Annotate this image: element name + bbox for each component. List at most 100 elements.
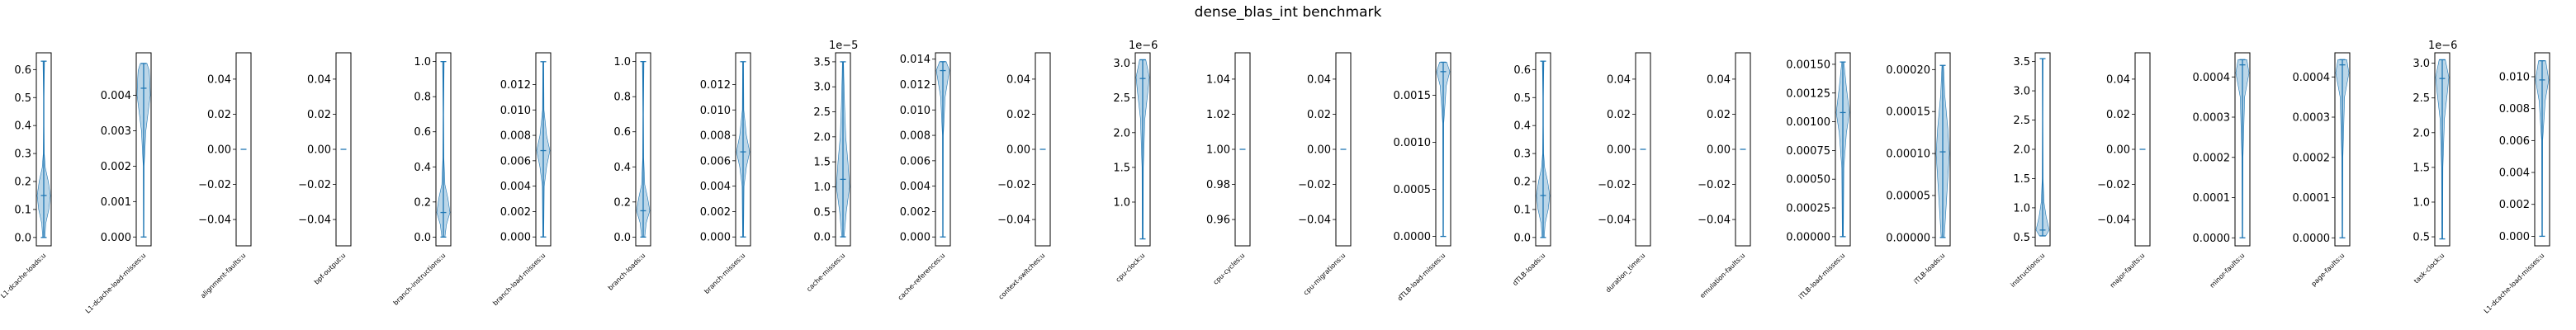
- y-tick-label: −0.04: [298, 214, 331, 227]
- x-category-label: branch-misses:u: [703, 252, 746, 295]
- y-tick-label: 0.6: [414, 126, 431, 139]
- y-offset-label: 1e−6: [1129, 40, 1158, 52]
- y-tick-label: 0.5: [813, 206, 831, 219]
- x-category-label: branch-instructions:u: [392, 252, 447, 307]
- panel-21: 0.5 1.0 1.5 2.0 2.5 3.0 3.5 instructions:u: [2009, 52, 2051, 289]
- y-tick-label: 0.0: [14, 232, 31, 244]
- y-tick-label: 0.0003: [2293, 112, 2331, 125]
- axes-frame: [2434, 52, 2451, 247]
- axes-frame: [135, 52, 152, 247]
- panel-8: 0.000 0.002 0.004 0.006 0.008 0.010 0.012 branc…: [700, 52, 751, 295]
- axes-frame: [2234, 52, 2251, 247]
- axes-frame: [1234, 52, 1251, 247]
- axes-frame: [435, 52, 452, 247]
- y-tick-label: 3.0: [2413, 58, 2430, 70]
- y-tick-label: 1.5: [2413, 162, 2430, 174]
- axes-frame: [235, 52, 252, 247]
- y-tick-label: 0.02: [307, 109, 331, 121]
- axes-frame: [2134, 52, 2151, 247]
- y-offset-label: 1e−6: [2428, 40, 2457, 52]
- y-tick-label: 0.012: [700, 79, 731, 92]
- axes-frame: [2534, 52, 2550, 247]
- panels: 0.00.10.20.30.40.50.6L1-dcache-loads:u0.…: [0, 40, 2550, 315]
- x-category-label: instructions:u: [2009, 252, 2046, 289]
- x-category-label: L1-dcache-load-misses:u: [2483, 252, 2546, 315]
- y-tick-label: 0.006: [900, 155, 930, 167]
- y-tick-label: 0.02: [1006, 109, 1030, 121]
- y-tick-label: 0.001: [101, 196, 131, 209]
- panel-9: 0.0 0.5 1.0 1.5 2.0 2.5 3.0 3.5 1e−5 cache-misses…: [805, 40, 858, 293]
- y-tick-label: 0.0015: [1394, 90, 1432, 102]
- y-tick-label: 0.2: [14, 177, 31, 189]
- y-tick-label: 1.0: [1113, 196, 1130, 209]
- y-tick-label: 1.5: [813, 157, 831, 169]
- y-tick-label: −0.04: [1598, 214, 1631, 227]
- y-tick-label: 0.006: [500, 155, 531, 167]
- y-tick-label: 1.0: [813, 182, 831, 194]
- y-tick-label: 0.02: [1707, 109, 1731, 121]
- x-category-label: context-switches:u: [997, 252, 1047, 301]
- y-tick-label: 1.00: [1206, 144, 1230, 157]
- axes-frame: [2034, 52, 2051, 247]
- axes-frame: [1335, 52, 1352, 247]
- y-tick-label: 0.0001: [2193, 192, 2231, 205]
- y-tick-label: 0.004: [2499, 167, 2530, 180]
- y-tick-label: 0.0: [813, 232, 831, 244]
- y-tick-label: −0.04: [997, 214, 1030, 227]
- y-tick-label: 0.010: [700, 105, 731, 117]
- axes-frame: [36, 52, 52, 247]
- axes-frame: [535, 52, 552, 247]
- y-tick-label: 0.02: [207, 109, 231, 121]
- axes-frame: [935, 52, 951, 247]
- axes-frame: [1134, 52, 1151, 247]
- x-category-label: dTLB-loads:u: [1511, 252, 1546, 287]
- panel-10: 0.000 0.002 0.004 0.006 0.008 0.010 0.012 0.014…: [897, 52, 951, 302]
- y-tick-label: 0.008: [700, 130, 731, 143]
- y-tick-label: 0.0001: [2293, 192, 2331, 205]
- y-tick-label: 0.02: [1607, 109, 1631, 121]
- panel-24: 0.0000 0.0001 0.0002 0.0003 0.0004 page-fault…: [2293, 52, 2351, 288]
- y-tick-label: 0.3: [14, 148, 31, 161]
- y-tick-label: 1.0: [414, 56, 431, 68]
- y-tick-label: 0.008: [500, 130, 531, 143]
- y-tick-label: 0.0: [613, 232, 631, 244]
- axes-frame: [835, 52, 851, 247]
- panel-15: 0.0000 0.0005 0.0010 0.0015 dTLB-load-misses…: [1394, 52, 1451, 303]
- y-tick-label: 0.0004: [2293, 72, 2331, 84]
- y-tick-label: 0.00125: [1786, 87, 1830, 100]
- panel-5: 0.0 0.2 0.4 0.6 0.8 1.0 branch-instructions:u: [392, 52, 452, 307]
- x-category-label: cpu-clock:u: [1115, 252, 1147, 284]
- panel-13: 0.96 0.98 1.00 1.02 1.04 cpu-cycles:u: [1206, 52, 1251, 286]
- axes-frame: [1934, 52, 1951, 247]
- y-tick-label: 0.1: [1513, 204, 1531, 216]
- y-tick-label: 0.004: [700, 181, 731, 193]
- y-tick-label: 0.00005: [1886, 190, 1930, 202]
- y-tick-label: 0.012: [500, 79, 531, 92]
- y-tick-label: 0.4: [414, 162, 431, 174]
- y-tick-label: 0.0000: [2293, 233, 2331, 245]
- y-tick-label: 0.96: [1206, 214, 1230, 227]
- axes-frame: [1535, 52, 1551, 247]
- y-tick-label: 0.4: [14, 120, 31, 133]
- y-tick-label: 0.6: [1513, 64, 1531, 77]
- y-tick-label: 0.003: [101, 125, 131, 138]
- y-tick-label: 0.2: [1513, 177, 1531, 189]
- y-tick-label: 2.5: [2013, 115, 2030, 127]
- y-tick-label: 0.004: [101, 90, 131, 102]
- panel-16: 0.0 0.1 0.2 0.3 0.4 0.5 0.6 dTLB-loads:u: [1511, 52, 1551, 287]
- y-tick-label: 0.04: [2106, 73, 2130, 86]
- x-category-label: task-clock:u: [2413, 252, 2446, 285]
- x-category-label: L1-dcache-load-misses:u: [84, 252, 148, 315]
- y-tick-label: 0.012: [900, 79, 930, 92]
- y-tick-label: 0.2: [414, 196, 431, 209]
- y-tick-label: 0.002: [900, 206, 930, 219]
- y-tick-label: 0.006: [700, 155, 731, 167]
- y-tick-label: 0.010: [2499, 72, 2530, 84]
- y-tick-label: 0.02: [2106, 109, 2130, 121]
- panel-20: 0.00000 0.00005 0.00010 0.00015 0.00020 iTLB-…: [1886, 52, 1951, 285]
- y-tick-label: 0.00000: [1786, 231, 1830, 243]
- y-tick-label: 0.014: [900, 54, 930, 66]
- y-tick-label: 0.5: [2013, 232, 2030, 244]
- y-tick-label: 0.04: [1607, 73, 1631, 86]
- y-tick-label: 0.002: [2499, 199, 2530, 211]
